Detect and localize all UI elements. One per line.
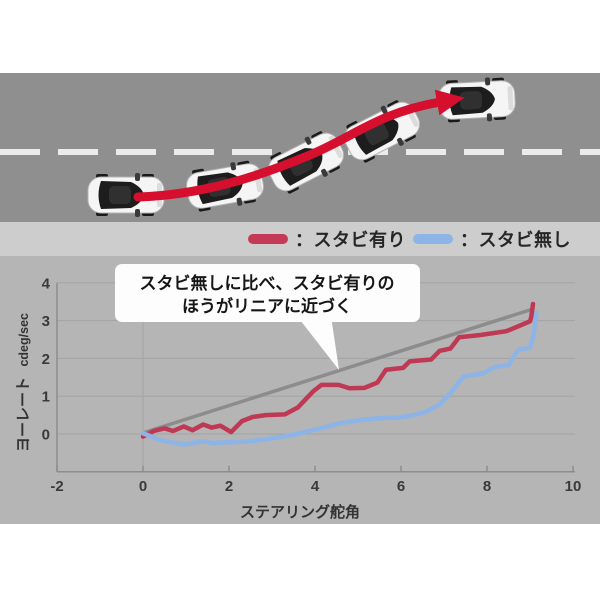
y-axis-title: ヨーレート cdeg/sec [15,313,32,452]
series-スタビ有り [140,301,536,439]
series-linear-reference [141,307,534,435]
yaw-rate-chart: 0 1 2 3 4 -2 0 2 4 6 8 10 ヨーレート cdeg/sec ステアリング舵角 ス… [0,256,600,524]
top-whitespace [0,0,600,73]
x-tick-label: 0 [139,478,147,495]
y-tick-label: 4 [42,275,51,292]
car [437,75,517,125]
legend-item-stabilizer-off: ：スタビ無し [413,222,571,256]
x-tick-label: -2 [50,478,63,495]
x-tick-label: 2 [225,478,233,495]
x-axis-title: ステアリング舵角 [240,503,360,521]
axis-tick-labels: 0 1 2 3 4 -2 0 2 4 6 8 10 [42,275,582,495]
series-lines [140,301,539,447]
bottom-whitespace [0,524,600,600]
legend-swatch-blue [413,234,453,244]
x-tick-label: 8 [483,478,491,495]
axes [56,282,575,473]
x-tick-label: 6 [397,478,405,495]
road-diagram [0,73,600,222]
bubble-body [115,264,420,322]
x-tick-label: 4 [311,478,320,495]
annotation-line2: ほうがリニアに近づく [182,296,352,316]
legend-label-stabilizer-off: ：スタビ無し [460,230,571,250]
trajectory-arrow [133,89,465,202]
legend-label-stabilizer-on: ：スタビ有り [295,230,406,250]
y-axis-title-text: ヨーレート [15,377,32,452]
legend-item-stabilizer-on: ：スタビ有り [248,222,406,256]
y-tick-label: 0 [42,427,50,444]
bubble-tail [297,316,339,370]
y-tick-label: 1 [42,389,50,406]
annotation-line1: スタビ無しに比べ、スタビ有りの [140,273,395,293]
series-スタビ無し [140,310,539,447]
legend: ：スタビ有り ：スタビ無し [0,222,600,256]
annotation-bubble: スタビ無しに比べ、スタビ有りの ほうがリニアに近づく [115,264,420,370]
x-tick-label: 10 [565,478,582,495]
y-tick-label: 2 [42,351,50,368]
y-tick-label: 3 [42,313,50,330]
legend-swatch-red [248,234,288,244]
y-axis-unit: cdeg/sec [17,313,31,367]
